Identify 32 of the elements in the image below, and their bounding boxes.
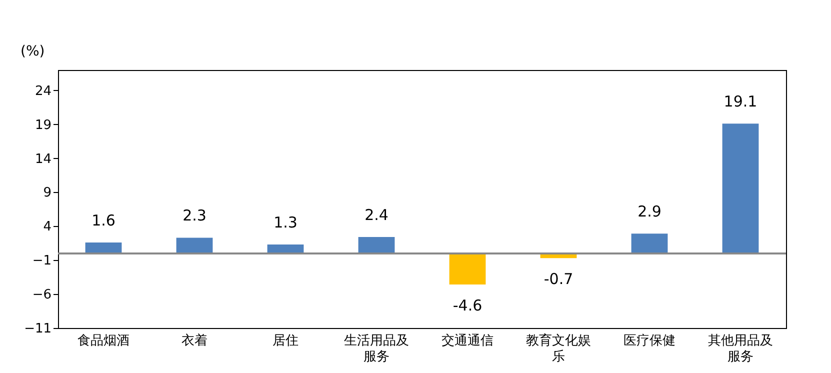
x-tick-label: 生活用品及服务 xyxy=(344,334,409,364)
x-tick-label: 居住 xyxy=(272,334,298,348)
data-label: 2.3 xyxy=(182,206,206,225)
bar xyxy=(176,238,213,254)
y-axis-title: (%) xyxy=(20,44,45,60)
y-tick-label: 4 xyxy=(43,220,52,235)
y-tick-label: −6 xyxy=(32,288,52,303)
x-tick-label: 交通通信 xyxy=(442,332,494,348)
bar xyxy=(449,253,486,285)
y-tick-label: −1 xyxy=(32,254,52,269)
data-label: -0.7 xyxy=(544,270,574,288)
x-tick-label: 食品烟酒 xyxy=(78,334,130,348)
data-label: 2.4 xyxy=(364,206,388,224)
y-tick-label: 14 xyxy=(34,152,52,167)
data-label: 19.1 xyxy=(724,92,758,111)
data-label: 1.3 xyxy=(274,213,298,232)
x-tick-label: 衣着 xyxy=(182,332,208,348)
bar xyxy=(267,244,304,254)
bar xyxy=(722,124,759,254)
y-tick-label: 19 xyxy=(34,118,52,133)
bar xyxy=(631,234,668,254)
data-label: 2.9 xyxy=(638,202,662,221)
y-tick-label: 24 xyxy=(34,84,52,99)
y-tick-label: −11 xyxy=(24,322,52,336)
x-tick-label: 其他用品及服务 xyxy=(708,334,773,364)
data-label: -4.6 xyxy=(452,296,482,315)
x-tick-label: 教育文化娱乐 xyxy=(526,332,591,364)
x-tick-label: 医疗保健 xyxy=(624,334,676,348)
bar xyxy=(85,242,122,254)
bar xyxy=(358,237,395,254)
data-label: 1.6 xyxy=(92,211,116,230)
y-tick-label: 9 xyxy=(43,186,52,201)
